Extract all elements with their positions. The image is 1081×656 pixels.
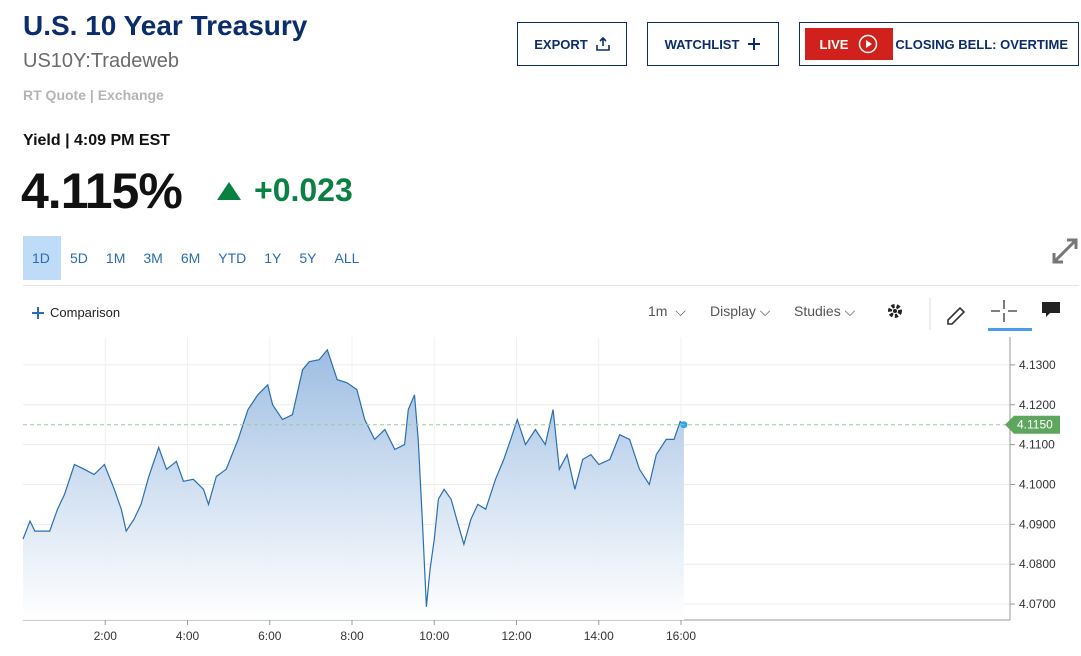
live-badge: LIVE: [805, 28, 893, 60]
yield-time: Yield | 4:09 PM EST: [23, 132, 171, 149]
live-label: LIVE: [819, 36, 849, 52]
x-tick-label: 8:00: [340, 629, 364, 643]
live-show: CLOSING BELL: OVERTIME: [895, 36, 1068, 52]
last-value-label: 4.1150: [1017, 418, 1053, 432]
export-icon: [595, 37, 610, 51]
price: 4.115%: [21, 163, 183, 219]
range-tab[interactable]: 6M: [180, 250, 201, 266]
export-label: EXPORT: [534, 36, 588, 52]
plus-icon: [748, 38, 761, 50]
area: [23, 349, 684, 620]
x-tick-label: 2:00: [94, 629, 118, 643]
range-tab[interactable]: 1Y: [264, 250, 282, 266]
range-tab[interactable]: 3M: [143, 250, 163, 266]
range-tab[interactable]: 5Y: [299, 250, 317, 266]
x-tick-label: 14:00: [584, 629, 614, 643]
symbol: US10Y:Tradeweb: [23, 50, 180, 72]
range-tabs: 1D 5D 1M 3M 6M YTD 1Y 5Y ALL: [23, 236, 368, 280]
x-tick-label: 12:00: [501, 629, 531, 643]
range-tab[interactable]: 1D: [23, 236, 61, 280]
up-arrow: [217, 181, 241, 200]
range-tab[interactable]: 1M: [105, 250, 126, 266]
x-tick-label: 6:00: [258, 629, 282, 643]
range-tab[interactable]: 5D: [70, 250, 88, 266]
change-value: +0.023: [254, 172, 353, 208]
comparison-label: Comparison: [50, 305, 121, 320]
studies-select[interactable]: Studies ⌵: [794, 303, 856, 319]
settings-icon[interactable]: [888, 304, 902, 318]
export-button[interactable]: EXPORT: [517, 22, 627, 66]
y-tick-label: 4.1200: [1019, 398, 1056, 412]
studies-label: Studies: [794, 303, 841, 319]
title: U.S. 10 Year Treasury: [23, 10, 308, 41]
x-tick-label: 4:00: [176, 629, 200, 643]
separator: [23, 285, 1079, 286]
interval-label: 1m: [648, 303, 668, 319]
range-tab[interactable]: YTD: [218, 250, 247, 266]
play-icon: [859, 34, 878, 54]
display-label: Display: [710, 303, 756, 319]
last-value-tag: [1005, 415, 1060, 434]
draw-icon[interactable]: [947, 306, 966, 325]
y-tick-label: 4.1000: [1019, 477, 1056, 491]
quote-type: RT Quote | Exchange: [23, 87, 164, 103]
x-tick-label: 16:00: [666, 629, 696, 643]
chart-tools: [888, 298, 1060, 331]
crosshair-icon[interactable]: [991, 300, 1017, 322]
y-tick-label: 4.0700: [1019, 597, 1056, 611]
interval-select[interactable]: 1m ⌵: [648, 303, 686, 319]
plus-icon: [32, 306, 44, 319]
y-tick-label: 4.0900: [1019, 517, 1056, 531]
y-tick-label: 4.0800: [1019, 557, 1056, 571]
y-tick-label: 4.1100: [1019, 438, 1055, 452]
line: [22, 348, 685, 607]
comment-icon[interactable]: [1042, 302, 1060, 317]
chart: 4.0700 4.0800 4.0900 4.1000 4.1100 4.1200 4.13…: [22, 337, 1060, 643]
expand-icon[interactable]: [1050, 236, 1080, 266]
live-button[interactable]: LIVE CLOSING BELL: OVERTIME: [799, 22, 1079, 66]
watchlist-label: WATCHLIST: [664, 36, 740, 52]
active-indicator: [988, 328, 1032, 331]
y-tick-label: 4.1300: [1019, 358, 1056, 372]
range-tab[interactable]: ALL: [334, 250, 360, 266]
x-tick-label: 10:00: [419, 629, 449, 643]
comparison-button[interactable]: Comparison: [32, 305, 120, 320]
change: +0.023: [216, 172, 353, 209]
display-select[interactable]: Display ⌵: [710, 303, 771, 319]
watchlist-button[interactable]: WATCHLIST: [647, 22, 779, 66]
